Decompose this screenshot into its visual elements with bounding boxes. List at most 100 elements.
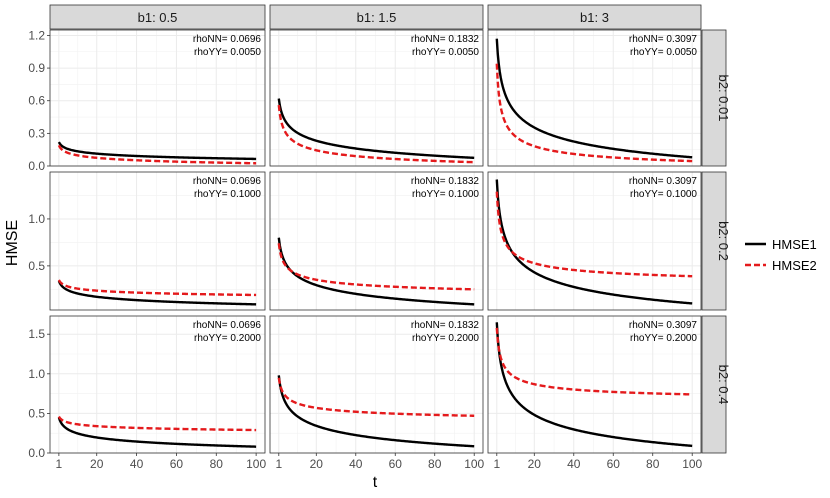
series-line-hmse1	[495, 179, 693, 305]
y-tick-label: 0.0	[28, 446, 45, 460]
col-strip-label-2: b1: 1.5	[357, 10, 397, 25]
x-tick-label: 40	[567, 457, 581, 471]
annotation-rhoyy: rhoYY= 0.0050	[412, 47, 479, 58]
panel-r2-c3: rhoNN= 0.3097 rhoYY= 0.1000	[487, 171, 702, 311]
series-line-hmse1	[57, 416, 257, 448]
annotation-rhoyy: rhoYY= 0.1000	[194, 189, 261, 200]
series-line-hmse2	[277, 104, 475, 164]
panel-background	[50, 172, 265, 310]
panel-background	[488, 172, 701, 310]
x-tick-label: 80	[646, 457, 660, 471]
panel-r2-c1: rhoNN= 0.0696 rhoYY= 0.1000	[49, 171, 266, 311]
legend-label-hmse2: HMSE2	[772, 258, 817, 273]
panel-r3-c3: rhoNN= 0.3097 rhoYY= 0.2000	[487, 315, 702, 454]
panel-r3-c1: rhoNN= 0.0696 rhoYY= 0.2000	[49, 315, 266, 454]
y-tick-label: 0.9	[28, 61, 45, 75]
strips-layer: b1: 0.5 b1: 1.5 b1: 3 b2: 0.01 b2: 0.2 b2: 0.…	[49, 4, 731, 454]
panel-r1-c3: rhoNN= 0.3097 rhoYY= 0.0050	[487, 29, 702, 167]
annotation-rhonn: rhoNN= 0.1832	[411, 176, 480, 187]
annotation-rhoyy: rhoYY= 0.1000	[630, 189, 697, 200]
panel-border	[49, 315, 266, 454]
x-tick-label: 60	[607, 457, 621, 471]
x-tick-label: 80	[428, 457, 442, 471]
y-tick-label: 1.0	[28, 212, 45, 226]
col-strip-3	[487, 4, 702, 30]
row-strip-label-2: b2: 0.2	[716, 221, 731, 261]
x-tick-label: 20	[310, 457, 324, 471]
panel-background	[488, 316, 701, 453]
panel-border	[269, 29, 484, 167]
col-strip-label-3: b1: 3	[580, 10, 609, 25]
axes-layer: 0.0 0.3 0.6 0.9 1.2 0.5 1.0 0.0 0.5 1.0 1.5 1 20 40 60…	[28, 28, 702, 471]
x-tick-label: 20	[528, 457, 542, 471]
panel-background	[270, 30, 483, 166]
legend: HMSE1 HMSE2	[745, 237, 817, 273]
annotation-rhoyy: rhoYY= 0.1000	[412, 189, 479, 200]
col-strip-label-1: b1: 0.5	[138, 10, 178, 25]
y-tick-label: 0.0	[28, 159, 45, 173]
panel-border	[487, 171, 702, 311]
legend-label-hmse1: HMSE1	[772, 237, 817, 252]
annotation-rhoyy: rhoYY= 0.2000	[412, 333, 479, 344]
x-tick-label: 100	[464, 457, 484, 471]
panel-border	[269, 171, 484, 311]
series-line-hmse2	[57, 144, 257, 165]
annotation-rhonn: rhoNN= 0.0696	[193, 320, 262, 331]
row-strip-1	[701, 29, 727, 167]
row-strip-label-3: b2: 0.4	[716, 365, 731, 405]
y-tick-label: 0.3	[28, 126, 45, 140]
series-line-hmse2	[277, 243, 475, 291]
panel-r3-c2: rhoNN= 0.1832 rhoYY= 0.2000	[269, 315, 484, 454]
series-line-hmse1	[277, 237, 475, 306]
x-tick-label: 60	[170, 457, 184, 471]
series-line-hmse1	[57, 280, 257, 306]
panel-background	[270, 316, 483, 453]
row-strip-label-1: b2: 0.01	[716, 75, 731, 122]
panel-border	[487, 29, 702, 167]
annotation-rhonn: rhoNN= 0.1832	[411, 34, 480, 45]
y-axis-title: HMSE	[4, 220, 21, 266]
annotation-rhoyy: rhoYY= 0.2000	[630, 333, 697, 344]
row-strip-2	[701, 171, 727, 311]
x-axis-title: t	[373, 474, 378, 491]
col-strip-2	[269, 4, 484, 30]
x-tick-label: 1	[493, 457, 500, 471]
panel-border	[269, 315, 484, 454]
x-tick-label: 60	[389, 457, 403, 471]
annotation-rhoyy: rhoYY= 0.2000	[194, 333, 261, 344]
y-tick-label: 0.6	[28, 94, 45, 108]
series-line-hmse1	[57, 141, 257, 161]
panel-r1-c1: rhoNN= 0.0696 rhoYY= 0.0050	[49, 29, 266, 167]
annotation-rhoyy: rhoYY= 0.0050	[194, 47, 261, 58]
series-line-hmse1	[277, 375, 475, 448]
x-tick-label: 100	[246, 457, 266, 471]
x-tick-label: 40	[349, 457, 363, 471]
x-tick-label: 80	[210, 457, 224, 471]
annotation-rhonn: rhoNN= 0.3097	[629, 34, 698, 45]
col-strip-1	[49, 4, 266, 30]
panel-r1-c2: rhoNN= 0.1832 rhoYY= 0.0050	[269, 29, 484, 167]
annotation-rhonn: rhoNN= 0.3097	[629, 176, 698, 187]
panel-border	[49, 171, 266, 311]
y-tick-label: 0.5	[28, 259, 45, 273]
series-line-hmse2	[277, 377, 475, 417]
series-line-hmse2	[57, 279, 257, 297]
annotation-rhonn: rhoNN= 0.3097	[629, 320, 698, 331]
panel-border	[49, 29, 266, 167]
annotation-rhonn: rhoNN= 0.0696	[193, 176, 262, 187]
series-line-hmse1	[277, 98, 475, 160]
x-tick-label: 1	[56, 457, 63, 471]
series-line-hmse2	[495, 327, 693, 396]
panel-border	[487, 315, 702, 454]
y-tick-label: 1.0	[28, 367, 45, 381]
y-tick-label: 0.5	[28, 406, 45, 420]
series-line-hmse1	[495, 38, 693, 159]
x-tick-label: 100	[682, 457, 702, 471]
series-line-hmse2	[495, 191, 693, 278]
y-tick-label: 1.2	[28, 28, 45, 42]
panel-r2-c2: rhoNN= 0.1832 rhoYY= 0.1000	[269, 171, 484, 311]
annotation-rhonn: rhoNN= 0.0696	[193, 34, 262, 45]
x-tick-label: 1	[275, 457, 282, 471]
